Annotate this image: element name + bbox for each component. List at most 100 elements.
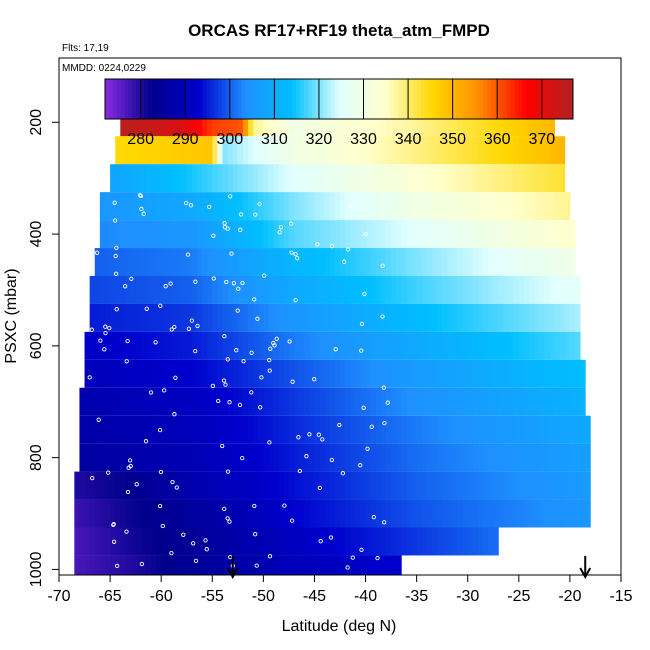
heatmap-cell <box>130 303 137 332</box>
heatmap-cell <box>248 108 254 137</box>
heatmap-cell <box>452 192 458 221</box>
heatmap-cell <box>161 499 167 528</box>
heatmap-cell <box>350 443 356 472</box>
heatmap-cell <box>529 499 535 528</box>
measurement-dot <box>296 435 301 440</box>
heatmap-cell <box>278 220 285 249</box>
measurement-dot <box>94 250 100 255</box>
heatmap-cell <box>253 499 259 528</box>
heatmap-cell <box>406 471 412 500</box>
heatmap-cell <box>355 192 361 221</box>
heatmap-cell <box>421 136 428 165</box>
heatmap-cell <box>263 303 269 332</box>
heatmap-cell <box>416 248 423 276</box>
heatmap-cell <box>125 275 131 304</box>
heatmap-cell <box>104 499 111 528</box>
colorbar-swatch <box>319 79 324 119</box>
heatmap-cell <box>401 387 407 416</box>
heatmap-cell <box>273 248 280 276</box>
heatmap-cell <box>84 443 91 472</box>
heatmap-cell <box>191 527 198 556</box>
heatmap-cell <box>294 164 300 193</box>
heatmap-cell <box>431 108 438 137</box>
heatmap-cell <box>125 387 131 416</box>
heatmap-cell <box>79 555 85 575</box>
heatmap-cell <box>130 443 137 472</box>
heatmap-cell <box>110 499 116 528</box>
heatmap-cell <box>411 275 418 304</box>
heatmap-cell <box>273 303 280 332</box>
heatmap-cell <box>345 471 351 500</box>
heatmap-cell <box>232 415 239 444</box>
heatmap-cell <box>518 359 525 388</box>
heatmap-cell <box>457 275 464 304</box>
heatmap-cell <box>242 136 249 165</box>
colorbar-swatch <box>557 79 562 119</box>
heatmap-cell <box>145 443 152 472</box>
measurement-dot <box>267 357 272 363</box>
heatmap-cell <box>544 275 550 304</box>
heatmap-cell <box>150 415 157 444</box>
heatmap-cell <box>130 164 137 193</box>
heatmap-cell <box>406 164 412 193</box>
heatmap-cell <box>350 108 356 137</box>
heatmap-cell <box>212 471 218 500</box>
heatmap-cell <box>319 443 326 472</box>
heatmap-cell <box>232 471 239 500</box>
heatmap-cell <box>130 136 137 165</box>
heatmap-cell <box>94 527 101 556</box>
heatmap-cell <box>488 220 494 249</box>
heatmap-cell <box>396 164 402 193</box>
heatmap-cell <box>529 164 535 193</box>
heatmap-cell <box>529 248 535 276</box>
heatmap-cell <box>304 331 310 360</box>
heatmap-cell <box>125 471 131 500</box>
heatmap-cell <box>452 275 458 304</box>
heatmap-cell <box>99 387 106 416</box>
heatmap-cell <box>176 499 183 528</box>
colorbar-swatch <box>175 79 180 119</box>
heatmap-cell <box>135 359 142 388</box>
heatmap-cell <box>442 108 448 137</box>
heatmap-cell <box>171 415 177 444</box>
heatmap-cell <box>110 192 116 221</box>
heatmap-cell <box>488 303 494 332</box>
heatmap-cell <box>227 220 234 249</box>
heatmap-cell <box>385 164 392 193</box>
heatmap-cell <box>207 303 213 332</box>
heatmap-cell <box>447 275 453 304</box>
heatmap-cell <box>171 108 177 137</box>
heatmap-cell <box>268 443 274 472</box>
heatmap-cell <box>309 387 315 416</box>
heatmap-cell <box>370 136 377 165</box>
heatmap-cell <box>227 527 234 556</box>
heatmap-cell <box>140 220 147 249</box>
heatmap-cell <box>248 443 254 472</box>
heatmap-cell <box>559 499 566 528</box>
measurement-dot <box>277 230 282 235</box>
heatmap-cell <box>544 415 550 444</box>
heatmap-cell <box>426 136 433 165</box>
heatmap-cell <box>365 220 372 249</box>
heatmap-cell <box>503 387 509 416</box>
heatmap-cell <box>140 108 147 137</box>
heatmap-cell <box>309 555 315 575</box>
measurement-dot <box>222 506 227 512</box>
heatmap-cell <box>365 527 372 556</box>
heatmap-cell <box>483 527 489 556</box>
heatmap-cell <box>334 248 341 276</box>
heatmap-cell <box>268 471 274 500</box>
x-tick-label: -55 <box>201 588 224 605</box>
heatmap-cell <box>135 527 142 556</box>
heatmap-cell <box>171 387 177 416</box>
heatmap-cell <box>140 359 147 388</box>
heatmap-cell <box>416 499 423 528</box>
heatmap-cell <box>467 415 474 444</box>
heatmap-cell <box>334 136 341 165</box>
heatmap-cell <box>477 331 484 360</box>
heatmap-cell <box>319 220 326 249</box>
heatmap-cell <box>304 303 310 332</box>
heatmap-cell <box>104 471 111 500</box>
heatmap-cell <box>202 359 208 388</box>
